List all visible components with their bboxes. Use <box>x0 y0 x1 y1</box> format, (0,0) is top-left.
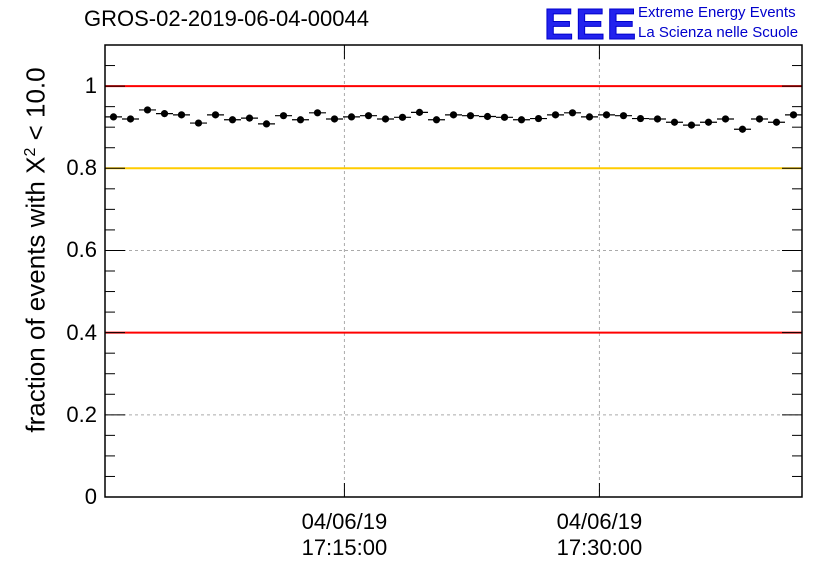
x-tick-label: 04/06/19 17:15:00 <box>274 509 414 561</box>
data-point <box>670 118 679 126</box>
x-tick-label: 04/06/19 17:30:00 <box>529 509 669 561</box>
data-point <box>568 109 577 117</box>
y-tick-label: 0 <box>84 484 97 509</box>
eee-logo-mark: EEE <box>543 0 639 50</box>
data-point <box>619 112 628 120</box>
data-point <box>653 115 662 123</box>
data-point <box>126 115 135 123</box>
data-point <box>534 114 543 123</box>
data-point <box>500 113 509 121</box>
data-point <box>738 125 747 133</box>
x-tick-time: 17:30:00 <box>556 535 643 560</box>
axis-ticks <box>105 44 802 498</box>
data-point <box>398 113 407 121</box>
data-point <box>721 115 730 123</box>
x-tick-date: 04/06/19 <box>301 509 388 534</box>
data-point <box>364 112 373 120</box>
y-axis-label-sup: 2 <box>21 147 39 157</box>
data-point <box>109 113 118 121</box>
data-point <box>432 116 441 124</box>
eee-logo: EEE Extreme Energy Events La Scienza nel… <box>543 0 829 50</box>
data-point <box>636 114 645 123</box>
data-point <box>160 110 169 118</box>
data-point <box>194 119 203 127</box>
data-point <box>687 121 696 129</box>
data-point <box>313 109 322 117</box>
y-axis-label-prefix: fraction of events with X <box>20 156 51 433</box>
data-point <box>381 115 390 123</box>
data-point <box>704 118 713 126</box>
data-point <box>177 111 186 119</box>
data-point <box>347 113 356 121</box>
data-point <box>262 120 271 128</box>
data-point <box>211 111 220 119</box>
data-point <box>551 111 560 119</box>
x-tick-date: 04/06/19 <box>556 509 643 534</box>
data-point <box>466 112 475 120</box>
y-tick-label: 0.8 <box>66 155 97 181</box>
data-point <box>449 111 458 119</box>
data-points <box>105 106 802 133</box>
data-point <box>789 111 798 119</box>
y-tick-label: 0.6 <box>66 237 97 263</box>
eee-logo-line1: Extreme Energy Events <box>638 4 796 21</box>
data-point <box>585 113 594 121</box>
eee-logo-line2: La Scienza nelle Scuole <box>638 24 799 41</box>
x-tick-time: 17:15:00 <box>301 535 388 560</box>
y-tick-label: 0.2 <box>66 401 97 427</box>
data-point <box>483 112 492 121</box>
data-point <box>602 111 611 119</box>
data-point <box>245 114 254 122</box>
chart-title: GROS-02-2019-06-04-00044 <box>84 6 369 31</box>
data-point <box>296 116 305 124</box>
y-tick-label: 1 <box>84 73 97 99</box>
data-point <box>772 118 781 126</box>
data-point <box>143 106 152 114</box>
data-point <box>279 112 288 120</box>
y-axis-label-suffix: < 10.0 <box>20 67 51 148</box>
data-point <box>228 116 237 124</box>
y-tick-label: 0.4 <box>66 319 97 345</box>
data-point <box>755 115 764 123</box>
reference-lines <box>105 85 802 334</box>
data-point <box>517 116 526 124</box>
data-point <box>330 115 339 123</box>
data-point <box>415 108 424 116</box>
